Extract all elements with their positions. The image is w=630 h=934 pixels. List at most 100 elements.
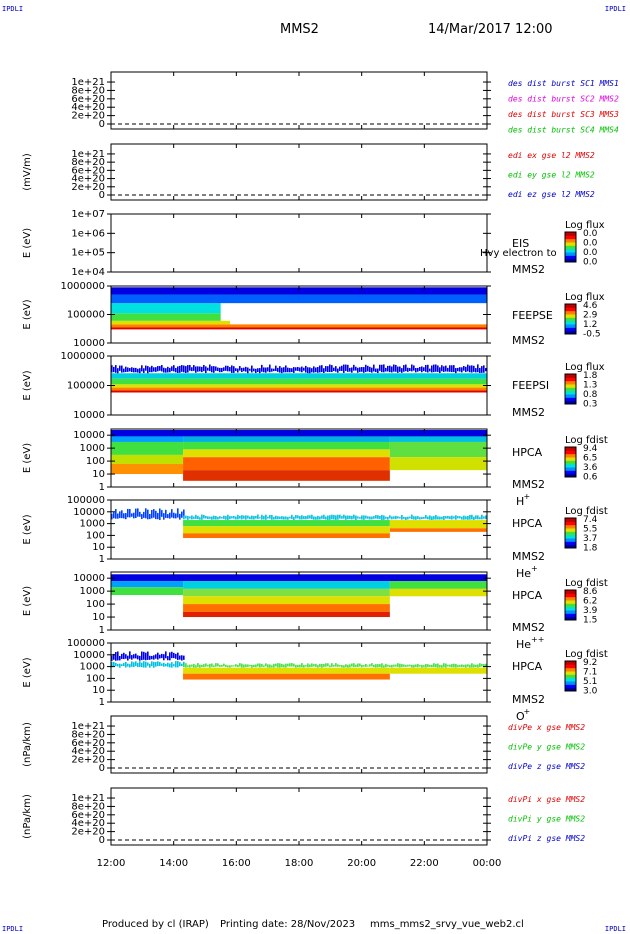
spectrogram-cell (329, 515, 331, 520)
spectrogram-cell (193, 663, 195, 668)
spectrogram-cell (393, 364, 395, 372)
colorbar-swatch (565, 613, 576, 618)
spectrogram-cell (219, 367, 221, 373)
instrument-label: HPCA (512, 589, 543, 602)
spectrogram-cell (201, 665, 203, 667)
spectrogram-cell (237, 368, 239, 373)
spectrogram-cell (365, 515, 367, 519)
spectrogram-cell (479, 663, 481, 668)
spectrogram-cell (223, 663, 225, 667)
colorbar-swatch (565, 387, 576, 392)
spectrogram-cell (179, 655, 181, 660)
y-tick-label: 100 (86, 673, 105, 684)
spectrogram-cell (485, 663, 487, 667)
spectrogram-cell (409, 516, 411, 519)
y-axis-label: (mV/m) (22, 153, 33, 191)
y-tick-label: 100 (86, 456, 105, 467)
spectrogram-cell (387, 664, 389, 667)
colorbar-swatch (565, 521, 576, 526)
spectrogram-cell (413, 664, 415, 668)
spectrogram-cell (423, 367, 425, 372)
spectrogram-cell (229, 367, 231, 372)
spectrogram-cell (381, 663, 383, 668)
spectrogram-cell (259, 368, 261, 374)
spectrogram-cell (389, 665, 391, 668)
spectrogram-cell (157, 366, 159, 372)
spectrogram-band (111, 454, 184, 464)
spectrogram-cell (401, 515, 403, 520)
spectrogram-cell (433, 516, 435, 520)
spectrogram-cell (247, 367, 249, 374)
spectrogram-cell (325, 516, 327, 520)
legend-entry: divPi x gse MMS2 (508, 795, 585, 804)
spectrogram-cell (133, 654, 135, 659)
spectrogram-cell (305, 665, 307, 667)
spectrogram-band (389, 457, 487, 471)
spectrogram-cell (467, 664, 469, 667)
footer-producer: Produced by cl (IRAP) (102, 919, 209, 930)
spectrogram-cell (261, 664, 263, 667)
species-label: He (516, 567, 531, 580)
colorbar-value: 0.3 (583, 400, 597, 410)
spectrogram-cell (379, 515, 381, 519)
colorbar-frame (564, 303, 577, 335)
spectrogram-cell (243, 664, 245, 668)
spectrogram-cell (323, 368, 325, 373)
spectrogram-cell (177, 652, 179, 660)
spectrogram-cell (203, 515, 205, 519)
spectrogram-cell (389, 515, 391, 519)
colorbar-swatch (565, 531, 576, 536)
spectrogram-band (111, 436, 184, 442)
spectrogram-cell (361, 515, 363, 520)
spectrogram-cell (221, 664, 223, 667)
spectrogram-cell (475, 664, 477, 668)
spectrogram-cell (285, 663, 287, 668)
spectrogram-band (183, 673, 390, 680)
spectrogram-cell (419, 665, 421, 667)
y-tick-label: 2e+20 (71, 182, 105, 193)
spectrogram-cell (259, 517, 261, 519)
spectrogram-band (111, 378, 487, 385)
spectrogram-cell (317, 366, 319, 373)
spectrogram-cell (237, 514, 239, 520)
spectrogram-cell (195, 665, 197, 668)
spectrogram-cell (399, 663, 401, 668)
instrument-label: FEEPSI (512, 379, 549, 392)
spectrogram-band (111, 294, 487, 304)
spectrogram-cell (419, 517, 421, 520)
spectrogram-cell (119, 511, 121, 519)
spectrogram-cell (323, 663, 325, 667)
spectrogram-cell (235, 368, 237, 372)
spectrogram-cell (371, 367, 373, 373)
spectrogram-cell (377, 664, 379, 668)
legend-entry: divPe y gse MMS2 (508, 743, 585, 752)
legend-entry: des dist burst SC4 MMS4 (508, 126, 619, 135)
spectrogram-cell (231, 516, 233, 519)
instrument-label: FEEPSE (512, 309, 553, 322)
y-tick-label: 1e+04 (71, 267, 105, 278)
spectrogram-cell (165, 509, 167, 518)
spectrogram-cell (351, 515, 353, 520)
spectrogram-cell (201, 366, 203, 373)
spectrogram-cell (483, 663, 485, 668)
spectrogram-cell (427, 364, 429, 373)
spectrogram-cell (211, 663, 213, 667)
spectrogram-cell (121, 664, 123, 667)
spectrogram-cell (141, 651, 143, 661)
spectrogram-cell (111, 655, 113, 661)
spectrogram-cell (471, 365, 473, 373)
colorbar-frame (564, 517, 577, 549)
instrument-label: HPCA (512, 446, 543, 459)
spectrogram-cell (123, 513, 125, 519)
spectrogram-cell (193, 516, 195, 519)
spectrogram-cell (381, 514, 383, 520)
colorbar-swatch (565, 518, 576, 522)
spectrogram-cell (137, 368, 139, 373)
spectrogram-cell (441, 516, 443, 520)
spectrogram-band (183, 533, 390, 539)
panel-feepsi: 1000000 100000 10000 E (eV) FEEPSI MMS2 Log fl… (22, 351, 605, 421)
spectrogram-cell (237, 664, 239, 668)
spectrogram-cell (269, 515, 271, 519)
spectrogram-cell (423, 517, 425, 519)
spectrogram-cell (297, 664, 299, 668)
